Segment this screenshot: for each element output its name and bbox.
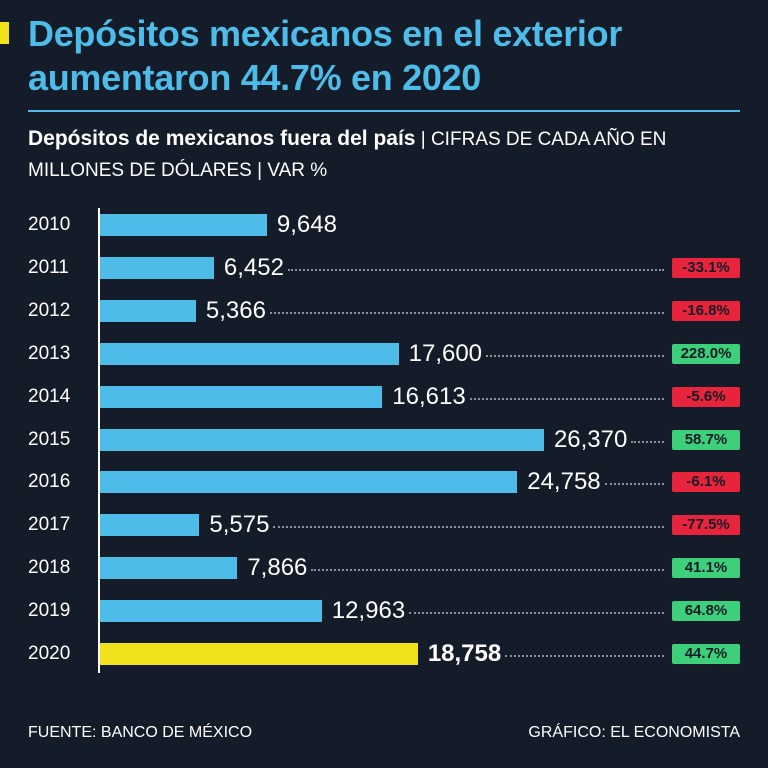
year-label: 2011 — [28, 256, 69, 278]
value-label: 16,613 — [392, 382, 466, 410]
value-label: 5,366 — [205, 296, 266, 324]
leader-line — [631, 440, 664, 443]
year-label: 2015 — [28, 428, 71, 450]
credit-note: GRÁFICO: EL ECONOMISTA — [528, 724, 740, 741]
value-label: 5,575 — [209, 511, 270, 539]
var-badge: 228.0% — [672, 343, 740, 364]
leader-line — [505, 655, 664, 657]
var-badge: 41.1% — [672, 558, 740, 579]
chart-subtitle: Depósitos de mexicanos fuera del país | … — [28, 124, 748, 186]
leader-line — [273, 526, 664, 529]
bar-2020 — [100, 643, 418, 665]
title-divider — [28, 110, 740, 112]
year-label: 2010 — [28, 214, 71, 235]
page-title: Depósitos mexicanos en el exterior aument… — [28, 12, 622, 100]
year-label: 2020 — [28, 643, 71, 664]
value-label: 26,370 — [553, 425, 628, 453]
title-line-1: Depósitos mexicanos en el exterior — [28, 13, 623, 54]
bar-2019 — [100, 600, 322, 623]
leader-line — [469, 397, 664, 400]
var-badge: 64.8% — [672, 601, 740, 622]
bar-2014 — [100, 385, 383, 408]
leader-line — [269, 311, 664, 314]
year-label: 2012 — [28, 299, 71, 321]
year-label: 2018 — [28, 557, 71, 579]
leader-line — [311, 569, 664, 572]
leader-line — [287, 268, 664, 271]
bar-2017 — [100, 514, 200, 537]
bar-2011 — [100, 256, 214, 279]
source-note: FUENTE: BANCO DE MÉXICO — [28, 724, 253, 741]
var-badge: 44.7% — [672, 644, 740, 664]
var-badge: -5.6% — [672, 386, 740, 407]
leader-line — [604, 483, 664, 486]
value-label: 17,600 — [408, 339, 483, 367]
value-label: 18,758 — [427, 640, 502, 667]
value-label: 24,758 — [527, 468, 601, 496]
value-label: 9,648 — [276, 211, 337, 238]
year-label: 2014 — [28, 385, 71, 407]
year-label: 2016 — [28, 471, 71, 493]
bar-2010 — [100, 214, 267, 236]
year-label: 2019 — [28, 600, 71, 622]
leader-line — [409, 612, 664, 615]
year-label: 2017 — [28, 514, 71, 536]
var-badge: 58.7% — [672, 429, 740, 450]
var-badge: -33.1% — [672, 257, 740, 278]
bar-2015 — [100, 428, 544, 451]
var-badge: -16.8% — [672, 300, 740, 321]
value-label: 6,452 — [223, 253, 284, 281]
year-label: 2013 — [28, 342, 71, 364]
accent-mark — [0, 22, 9, 44]
subtitle-units: | CIFRAS DE CADA AÑO EN MILLONES DE DÓLA… — [28, 129, 667, 181]
var-badge: -77.5% — [672, 515, 740, 536]
var-badge: -6.1% — [672, 472, 740, 493]
bar-2013 — [100, 342, 399, 365]
bar-2016 — [100, 471, 518, 494]
value-label: 7,866 — [247, 554, 308, 582]
bar-2018 — [100, 557, 238, 580]
bar-2012 — [100, 299, 196, 322]
y-axis-line — [98, 208, 100, 673]
title-line-2: aumentaron 44.7% en 2020 — [28, 57, 482, 98]
value-label: 12,963 — [331, 597, 406, 625]
subtitle-bold: Depósitos de mexicanos fuera del país — [28, 127, 416, 150]
leader-line — [486, 354, 664, 357]
